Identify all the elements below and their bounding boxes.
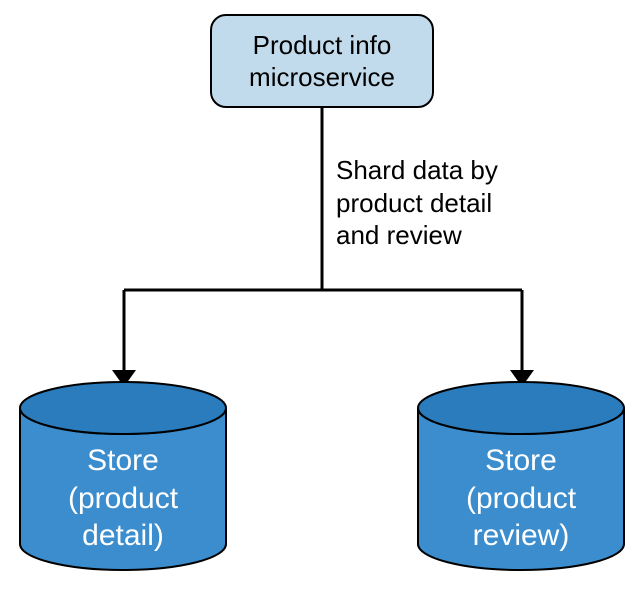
store-review-line1: Store (416, 442, 626, 480)
store-review-line2: (product (416, 480, 626, 518)
store-detail-label: Store (product detail) (18, 442, 228, 555)
shard-edge-label: Shard data by product detail and review (336, 154, 498, 252)
store-review-node: Store (product review) (416, 380, 626, 572)
store-detail-node: Store (product detail) (18, 380, 228, 572)
shard-label-line3: and review (336, 219, 498, 252)
store-review-label: Store (product review) (416, 442, 626, 555)
store-review-line3: review) (416, 517, 626, 555)
shard-label-line1: Shard data by (336, 154, 498, 187)
store-detail-line3: detail) (18, 517, 228, 555)
store-detail-line2: (product (18, 480, 228, 518)
shard-label-line2: product detail (336, 187, 498, 220)
architecture-diagram: Product info microservice Shard data by … (0, 0, 642, 605)
store-detail-line1: Store (18, 442, 228, 480)
